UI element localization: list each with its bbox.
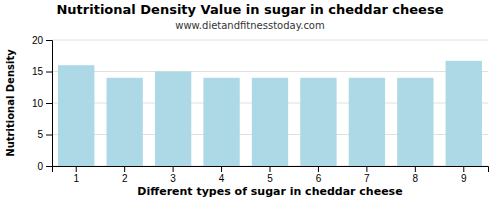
bars bbox=[58, 61, 482, 166]
x-tick: 8 bbox=[413, 166, 419, 184]
y-axis-line bbox=[46, 41, 53, 167]
x-tick-mark bbox=[366, 166, 367, 172]
x-tick-mark bbox=[270, 166, 271, 172]
bar bbox=[252, 78, 288, 166]
y-axis-title: Nutritional Density bbox=[5, 49, 16, 157]
x-tick-mark bbox=[76, 166, 77, 172]
x-tick-mark bbox=[221, 166, 222, 172]
x-axis: 1 2 3 4 5 6 7 8 9 bbox=[53, 166, 489, 184]
bar bbox=[300, 78, 336, 166]
bar bbox=[203, 78, 239, 166]
y-tick: 20 bbox=[32, 35, 52, 46]
x-tick-label: 3 bbox=[170, 173, 176, 184]
grid-line bbox=[52, 40, 488, 41]
y-tick-label: 5 bbox=[37, 129, 43, 140]
bar bbox=[397, 78, 433, 166]
x-tick: 6 bbox=[316, 166, 322, 184]
y-tick-mark bbox=[46, 103, 52, 104]
x-axis-line bbox=[53, 167, 489, 173]
y-tick-mark bbox=[46, 40, 52, 41]
x-tick-label: 7 bbox=[364, 173, 370, 184]
grid bbox=[52, 40, 488, 166]
y-tick: 0 bbox=[37, 161, 52, 172]
y-tick: 15 bbox=[32, 66, 52, 77]
x-tick-mark bbox=[415, 166, 416, 172]
x-tick-label: 5 bbox=[267, 173, 273, 184]
x-tick-mark bbox=[124, 166, 125, 172]
x-axis-title: Different types of sugar in cheddar chee… bbox=[137, 185, 402, 198]
x-tick-mark bbox=[318, 166, 319, 172]
y-tick-mark bbox=[46, 72, 52, 73]
x-tick-mark bbox=[463, 166, 464, 172]
y-tick-mark bbox=[46, 166, 52, 167]
chart: Nutritional Density Value in sugar in ch… bbox=[0, 0, 500, 200]
bar bbox=[58, 65, 94, 166]
title: Nutritional Density Value in sugar in ch… bbox=[56, 2, 443, 17]
x-tick: 3 bbox=[170, 166, 176, 184]
bar bbox=[349, 78, 385, 166]
y-tick-label: 15 bbox=[32, 66, 44, 77]
subtitle: www.dietandfitnesstoday.com bbox=[175, 20, 324, 31]
x-tick-label: 8 bbox=[413, 173, 419, 184]
x-tick: 5 bbox=[267, 166, 273, 184]
x-tick-label: 4 bbox=[219, 173, 225, 184]
y-axis: 0 5 10 15 20 bbox=[32, 35, 53, 172]
grid-line bbox=[52, 71, 488, 72]
y-tick-label: 10 bbox=[32, 98, 44, 109]
x-tick: 7 bbox=[364, 166, 370, 184]
x-tick-mark bbox=[173, 166, 174, 172]
y-tick: 5 bbox=[37, 129, 52, 140]
x-tick-label: 6 bbox=[316, 173, 322, 184]
y-tick-mark bbox=[46, 135, 52, 136]
x-tick: 4 bbox=[219, 166, 225, 184]
bar bbox=[155, 72, 191, 167]
y-tick-label: 0 bbox=[37, 161, 43, 172]
x-tick: 2 bbox=[122, 166, 128, 184]
x-tick-label: 1 bbox=[73, 173, 79, 184]
y-tick-label: 20 bbox=[32, 35, 44, 46]
bar bbox=[446, 61, 482, 166]
x-tick: 9 bbox=[461, 166, 467, 184]
bar bbox=[107, 78, 143, 166]
y-tick: 10 bbox=[32, 98, 52, 109]
x-tick-label: 9 bbox=[461, 173, 467, 184]
x-tick-label: 2 bbox=[122, 173, 128, 184]
x-tick: 1 bbox=[73, 166, 79, 184]
plot: 1 2 3 4 5 6 7 8 9 0 5 10 15 20 bbox=[32, 35, 489, 184]
